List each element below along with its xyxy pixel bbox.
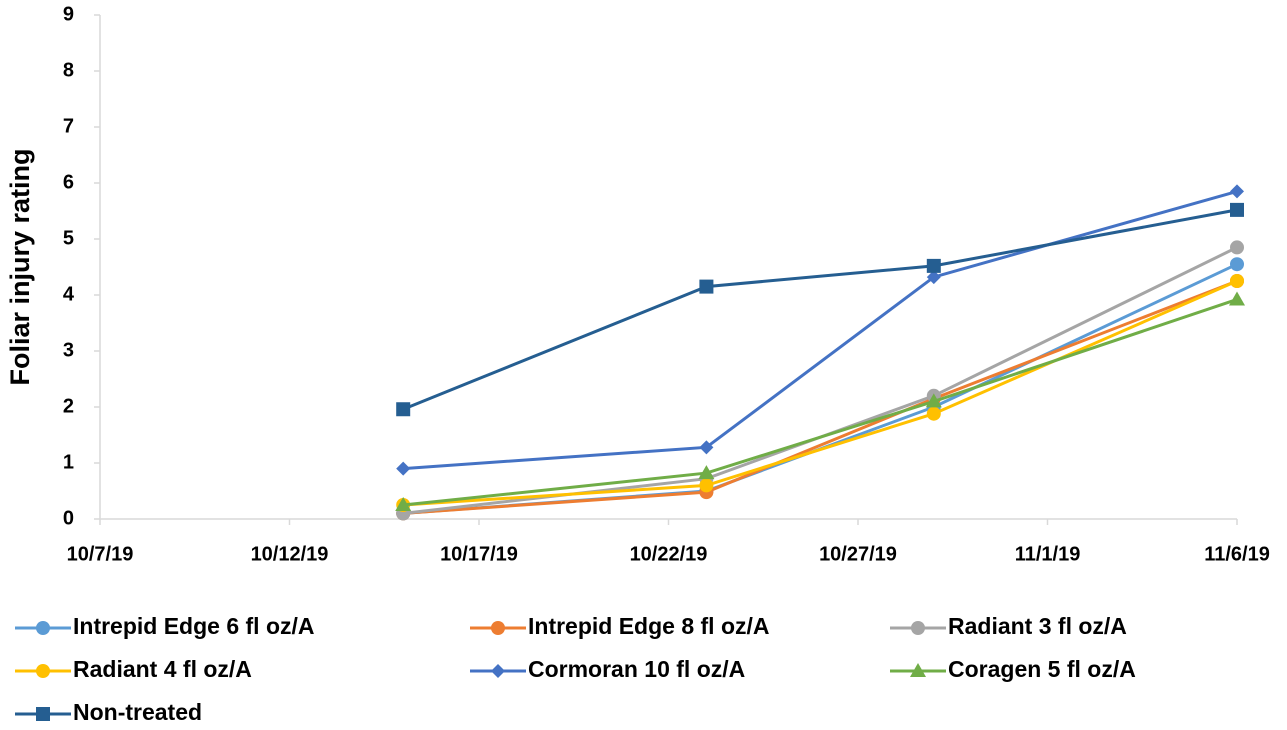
y-tick-label: 2 bbox=[63, 395, 74, 417]
marker bbox=[1230, 203, 1244, 217]
x-tick-label: 10/12/19 bbox=[251, 543, 329, 565]
legend-label: Radiant 3 fl oz/A bbox=[948, 613, 1127, 639]
marker bbox=[1230, 184, 1244, 198]
y-tick-label: 3 bbox=[63, 339, 74, 361]
marker bbox=[699, 280, 713, 294]
legend-label: Non-treated bbox=[73, 699, 202, 725]
x-tick-label: 10/22/19 bbox=[630, 543, 708, 565]
marker bbox=[1230, 257, 1244, 271]
y-tick-label: 0 bbox=[63, 507, 74, 529]
y-tick-label: 9 bbox=[63, 3, 74, 25]
x-tick-label: 11/6/19 bbox=[1204, 543, 1270, 565]
marker bbox=[396, 402, 410, 416]
chart: Foliar injury rating 0 1 2 3 4 5 6 7 8 9 10/7/19 10… bbox=[0, 0, 1287, 730]
y-axis-label: Foliar injury rating bbox=[5, 148, 35, 385]
y-tick-label: 5 bbox=[63, 227, 74, 249]
marker bbox=[36, 664, 50, 678]
marker bbox=[491, 664, 505, 678]
page: {"chart_data": {"type": "line", "y_label… bbox=[0, 0, 1287, 730]
y-tick-label: 8 bbox=[63, 59, 74, 81]
y-tick-label: 7 bbox=[63, 115, 74, 137]
legend-label: Intrepid Edge 8 fl oz/A bbox=[528, 613, 770, 639]
marker bbox=[927, 407, 941, 421]
legend-label: Coragen 5 fl oz/A bbox=[948, 656, 1136, 682]
marker bbox=[1230, 274, 1244, 288]
series-line bbox=[403, 281, 1237, 505]
series-line bbox=[403, 264, 1237, 513]
x-tick-label: 10/17/19 bbox=[440, 543, 518, 565]
x-tick-label: 11/1/19 bbox=[1015, 543, 1081, 565]
marker bbox=[491, 621, 505, 635]
y-tick-label: 1 bbox=[63, 451, 74, 473]
marker bbox=[699, 478, 713, 492]
y-tick-label: 6 bbox=[63, 171, 74, 193]
marker bbox=[1230, 240, 1244, 254]
marker bbox=[396, 462, 410, 476]
marker bbox=[36, 707, 50, 721]
series-line bbox=[403, 247, 1237, 513]
legend-label: Cormoran 10 fl oz/A bbox=[528, 656, 745, 682]
legend-label: Intrepid Edge 6 fl oz/A bbox=[73, 613, 315, 639]
marker bbox=[927, 259, 941, 273]
marker bbox=[1229, 291, 1245, 305]
marker bbox=[36, 621, 50, 635]
series-line bbox=[403, 281, 1237, 513]
x-tick-label: 10/7/19 bbox=[67, 543, 134, 565]
legend-label: Radiant 4 fl oz/A bbox=[73, 656, 252, 682]
marker bbox=[911, 621, 925, 635]
x-tick-label: 10/27/19 bbox=[819, 543, 897, 565]
y-tick-label: 4 bbox=[63, 283, 75, 305]
